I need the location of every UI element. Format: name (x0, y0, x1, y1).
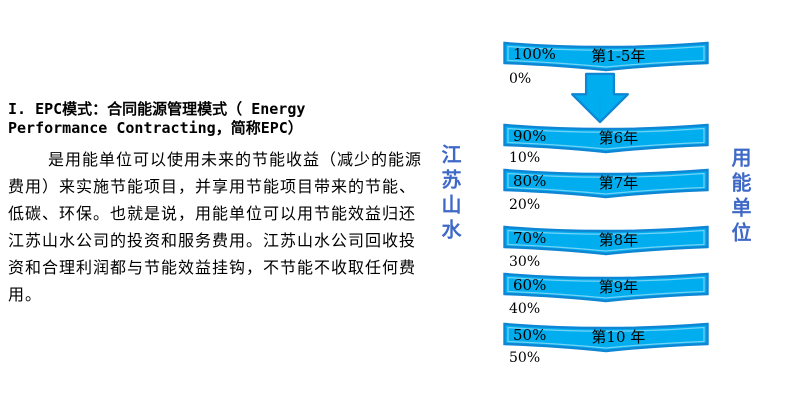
body-paragraph: 是用能单位可以使用未来的节能收益（减少的能源 费用）来实施节能项目，并享用节能项… (8, 146, 436, 308)
client-share-pct: 0% (509, 71, 532, 87)
client-share-pct: 30% (509, 254, 541, 270)
company-share-pct: 50% (513, 326, 547, 344)
client-share-pct: 10% (509, 150, 541, 166)
company-share-pct: 80% (513, 172, 547, 190)
company-share-pct: 70% (513, 229, 547, 247)
ribbon-shape-icon (503, 123, 709, 154)
year-banner: 80% 第7年 (503, 166, 709, 199)
ribbon-shape-icon (503, 225, 709, 256)
company-share-pct: 100% (513, 45, 556, 63)
year-label: 第1-5年 (591, 47, 646, 65)
epc-description-block: I. EPC模式：合同能源管理模式（ Energy Performance Co… (8, 100, 436, 308)
year-banner: 60% 第9年 (503, 270, 709, 303)
year-banner: 50% 第10 年 (503, 320, 709, 353)
paragraph-line: 是用能单位可以使用未来的节能收益（减少的能源 (48, 150, 423, 169)
paragraph-line: 江苏山水公司的投资和服务费用。江苏山水公司回收投 (8, 231, 417, 250)
down-arrow-icon (571, 72, 629, 124)
section-heading: I. EPC模式：合同能源管理模式（ Energy Performance Co… (8, 100, 436, 138)
paragraph-line: 用。 (8, 285, 43, 304)
company-share-pct: 60% (513, 276, 547, 294)
company-caption: 江苏山水 (438, 144, 462, 244)
year-banner: 70% 第8年 (503, 223, 709, 256)
client-caption: 用能单位 (728, 147, 752, 247)
ribbon-shape-icon (503, 272, 709, 303)
heading-line-1: I. EPC模式：合同能源管理模式（ Energy (8, 100, 306, 118)
ribbon-shape-icon (503, 322, 709, 353)
paragraph-line: 费用）来实施节能项目，并享用节能项目带来的节能、 (8, 177, 417, 196)
year-label: 第10 年 (591, 328, 646, 346)
year-banner: 100% 第1-5年 (503, 39, 709, 72)
ribbon-shape-icon (503, 168, 709, 199)
year-label: 第6年 (598, 129, 639, 147)
ribbon-shape-icon (503, 41, 709, 72)
paragraph-line: 低碳、环保。也就是说，用能单位可以用节能效益归还 (8, 204, 417, 223)
year-label: 第7年 (598, 174, 639, 192)
year-label: 第8年 (598, 231, 639, 249)
year-label: 第9年 (598, 278, 639, 296)
client-share-pct: 20% (509, 197, 541, 213)
client-share-pct: 50% (509, 350, 541, 366)
client-share-pct: 40% (509, 301, 541, 317)
paragraph-line: 资和合理利润都与节能效益挂钩，不节能不收取任何费 (8, 258, 417, 277)
heading-line-2: Performance Contracting，简称EPC） (8, 119, 303, 137)
company-share-pct: 90% (513, 127, 547, 145)
year-banner: 90% 第6年 (503, 121, 709, 154)
